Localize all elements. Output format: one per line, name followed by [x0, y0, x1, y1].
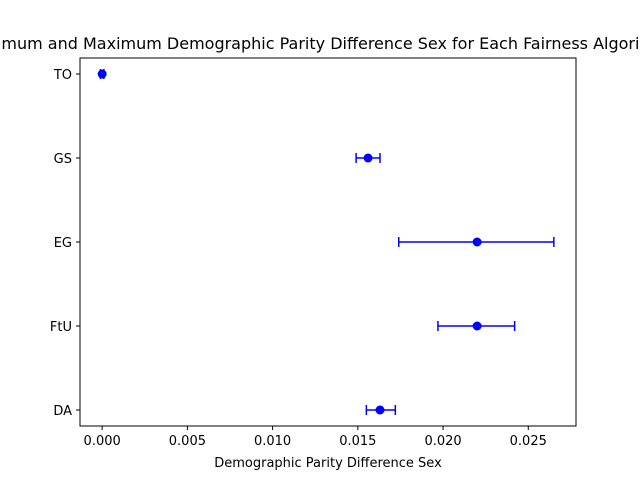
y-tick-label: DA — [53, 404, 72, 419]
x-tick-label: 0.000 — [84, 434, 121, 449]
data-point — [363, 153, 373, 163]
y-tick-label: FtU — [50, 320, 72, 335]
x-tick-label: 0.005 — [169, 434, 206, 449]
x-tick-label: 0.025 — [510, 434, 547, 449]
y-axis: TO GS EG FtU DA — [50, 68, 80, 419]
x-tick-label: 0.010 — [254, 434, 291, 449]
data-point — [97, 69, 107, 79]
x-tick-label: 0.020 — [424, 434, 461, 449]
y-tick-label: EG — [54, 236, 72, 251]
chart-title: Minimum and Maximum Demographic Parity D… — [0, 34, 640, 53]
plot-area — [97, 69, 555, 415]
data-point — [375, 405, 385, 415]
y-tick-label: TO — [53, 68, 72, 83]
x-axis-label: Demographic Parity Difference Sex — [214, 456, 442, 471]
x-tick-label: 0.015 — [339, 434, 376, 449]
x-axis: 0.000 0.005 0.010 0.015 0.020 0.025 — [84, 426, 547, 449]
data-point — [472, 321, 482, 331]
y-tick-label: GS — [54, 152, 72, 167]
data-point — [472, 237, 482, 247]
